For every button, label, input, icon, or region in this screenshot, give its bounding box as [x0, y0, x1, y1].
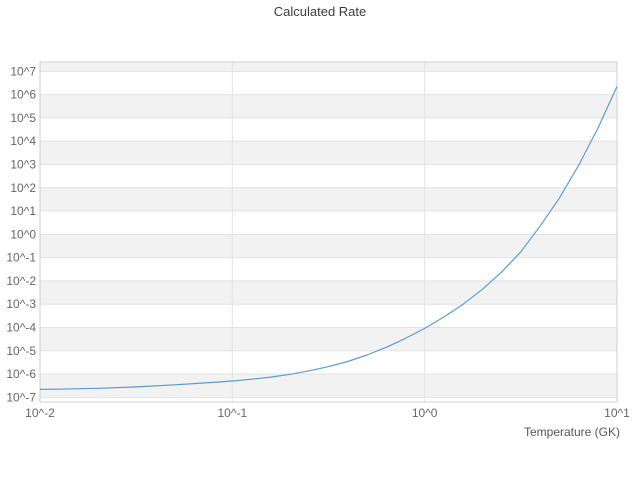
x-axis-label: Temperature (GK): [523, 425, 620, 439]
x-tick-label: 10^-2: [25, 406, 55, 420]
y-tick-label: 10^6: [10, 88, 36, 102]
y-tick-label: 10^4: [10, 134, 36, 148]
decade-band: [40, 234, 617, 258]
y-tick-label: 10^-7: [6, 390, 36, 404]
decade-band: [40, 62, 617, 72]
decade-band: [40, 280, 617, 305]
y-tick-label: 10^-6: [6, 367, 36, 381]
y-tick-label: 10^2: [10, 181, 36, 195]
decade-band: [40, 141, 617, 165]
decade-band: [40, 187, 617, 212]
y-tick-label: 10^1: [10, 204, 36, 218]
series-line-calculated-rate: [39, 86, 618, 390]
y-tick-label: 10^3: [10, 157, 36, 171]
decade-band: [40, 94, 617, 118]
y-tick-label: 10^-3: [6, 297, 36, 311]
y-tick-label: 10^5: [10, 111, 36, 125]
y-tick-label: 10^0: [10, 227, 36, 241]
y-tick-label: 10^-1: [6, 251, 36, 265]
x-tick-label: 10^1: [604, 406, 630, 420]
y-tick-label: 10^-2: [6, 274, 36, 288]
x-tick-label: 10^-1: [218, 406, 248, 420]
y-tick-label: 10^7: [10, 64, 36, 78]
y-tick-label: 10^-5: [6, 344, 36, 358]
plot-frame: [39, 61, 618, 403]
x-tick-label: 10^0: [412, 406, 438, 420]
chart-title: Calculated Rate: [273, 4, 367, 19]
y-tick-label: 10^-4: [6, 320, 36, 334]
decade-band: [40, 327, 617, 351]
decade-band: [40, 374, 617, 398]
